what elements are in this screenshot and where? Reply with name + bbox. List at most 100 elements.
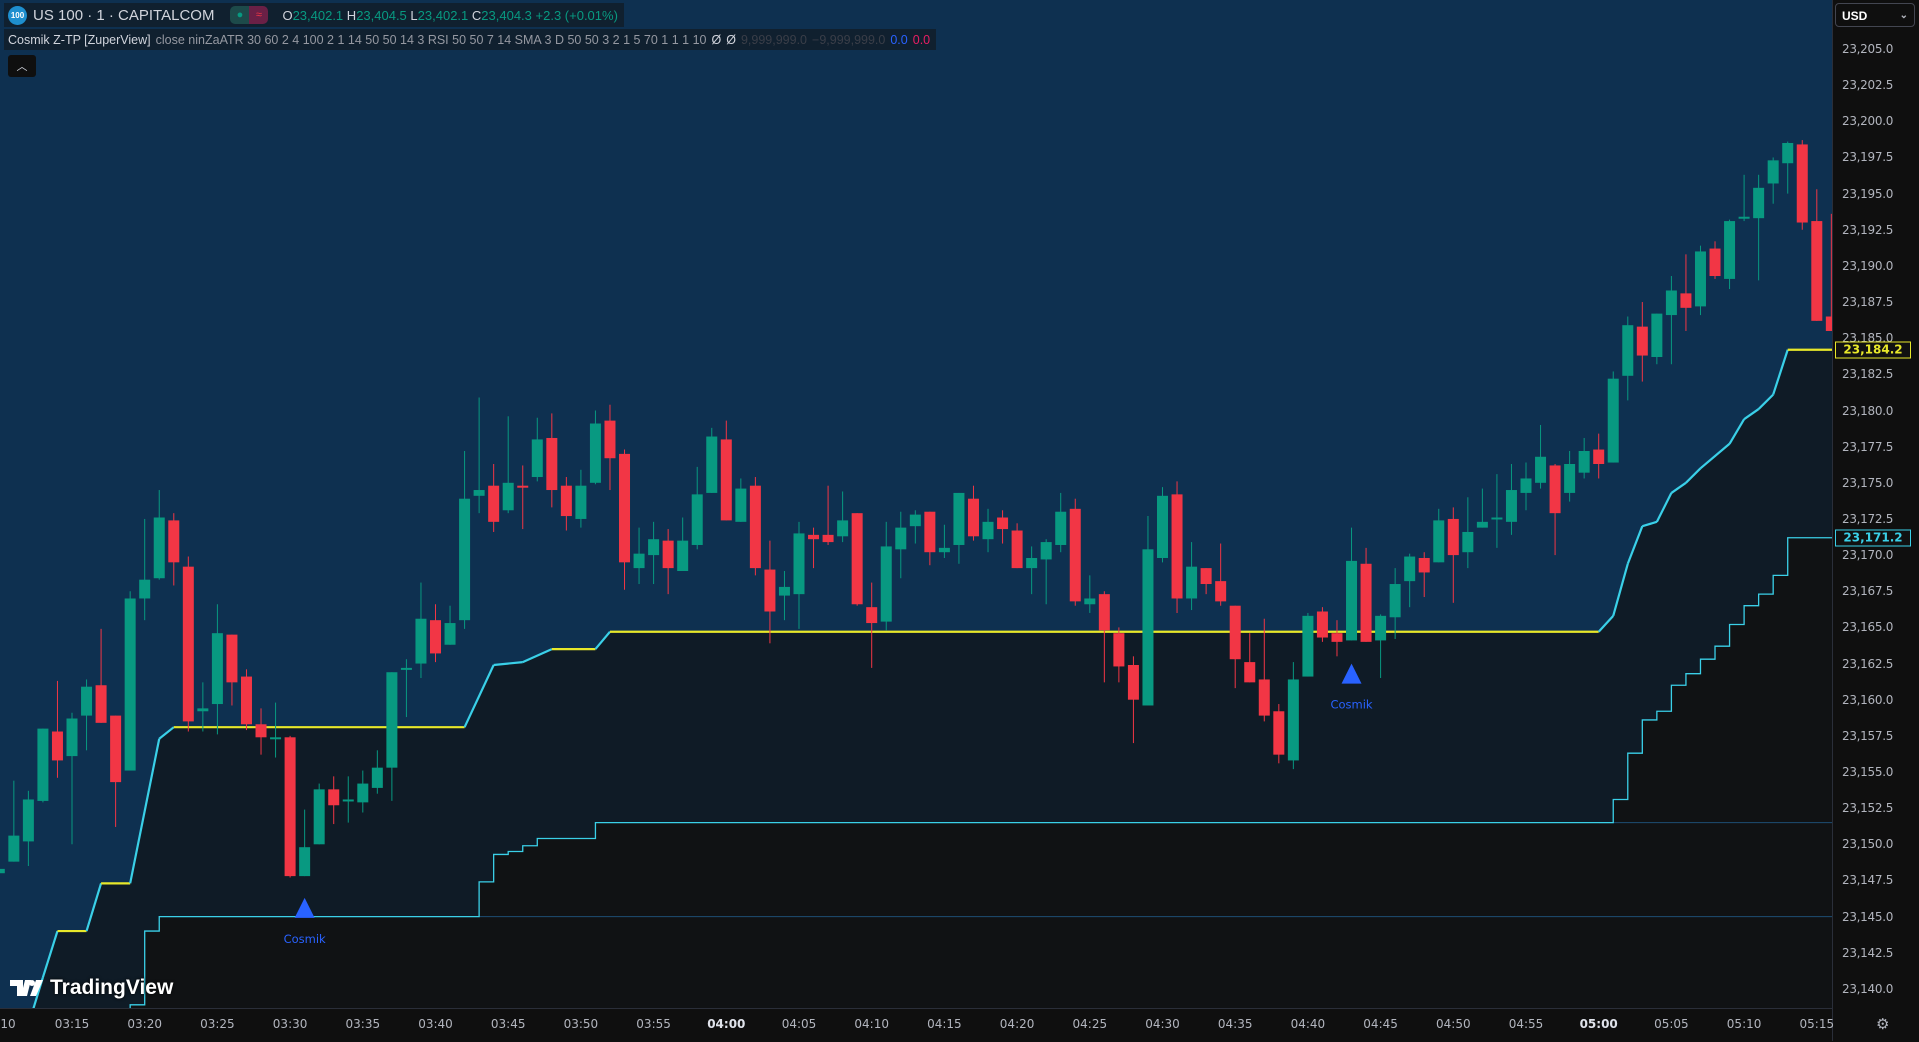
upper-trail-segment <box>1626 525 1644 565</box>
buy-signal-triangle-icon <box>294 897 315 918</box>
price-chart[interactable]: Cosmik Cosmik <box>0 0 1832 1008</box>
time-tick-label: 04:45 <box>1363 1017 1398 1031</box>
collapse-legend-button[interactable]: ︿ <box>8 55 36 77</box>
candle-body <box>1665 290 1677 316</box>
candle-body <box>168 520 180 563</box>
price-tick-label: 23,145.0 <box>1842 909 1894 924</box>
candle-body <box>270 737 282 740</box>
candle-body <box>575 485 587 519</box>
candle-body <box>749 485 761 569</box>
indicator-params: close ninZaATR 30 60 2 4 100 2 1 14 50 5… <box>155 32 707 47</box>
candle-body <box>299 847 311 877</box>
price-tick-label: 23,192.5 <box>1842 222 1894 237</box>
candle-body <box>1753 187 1765 219</box>
candle-body <box>357 783 369 803</box>
candle-body <box>328 789 340 806</box>
candle-body <box>1767 160 1779 184</box>
time-tick-label: 03:25 <box>200 1017 235 1031</box>
indicator-name[interactable]: Cosmik Z-TP [ZuperView] <box>8 32 151 47</box>
price-tick-label: 23,155.0 <box>1842 765 1894 779</box>
price-tick-label: 23,162.5 <box>1842 656 1894 671</box>
candle-body <box>837 520 849 537</box>
candle-body <box>1331 633 1343 642</box>
candle-body <box>1825 316 1832 331</box>
candle-body <box>1811 221 1823 321</box>
candle-body <box>808 534 820 540</box>
candle-body <box>1796 144 1808 223</box>
candle-body <box>1607 378 1619 463</box>
data-delay-wave-icon: ≈ <box>249 6 269 24</box>
symbol-legend[interactable]: 100 US 100 · 1 · CAPITALCOM ● ≈ O23,402.… <box>4 3 624 27</box>
time-axis[interactable]: 10 03:15 03:20 03:25 03:30 03:35 03:40 03:45 03:… <box>0 1008 1834 1042</box>
candle-body <box>1375 615 1387 641</box>
candle-body <box>459 498 471 621</box>
price-tick-label: 23,182.5 <box>1842 367 1894 382</box>
candle-body <box>895 527 907 550</box>
candle-body <box>531 439 543 478</box>
upper-trail-segment <box>493 661 523 667</box>
candle-body <box>735 488 747 522</box>
time-tick-label: 04:55 <box>1508 1017 1544 1031</box>
candle-body <box>110 715 122 783</box>
indicator-value-4: 0.0 <box>912 32 931 47</box>
candle-body <box>866 607 878 624</box>
candle-body <box>1520 478 1532 493</box>
time-tick-label: 03:15 <box>54 1017 90 1031</box>
upper-trail-segment <box>1612 563 1629 617</box>
symbol-title[interactable]: US 100 · 1 · CAPITALCOM <box>33 6 215 24</box>
time-tick-label: 03:35 <box>345 1017 381 1031</box>
candle-body <box>1389 584 1401 618</box>
time-tick-label: 03:55 <box>636 1017 671 1031</box>
upper-trail-segment <box>1685 467 1702 484</box>
indicator-value-1: 9,999,999.0 <box>740 32 808 47</box>
price-tick-label: 23,142.5 <box>1842 945 1894 960</box>
candle-body <box>473 490 485 496</box>
high-value: 23,404.5 <box>356 7 407 23</box>
candle-body <box>1157 495 1168 558</box>
candle-body <box>1186 566 1198 599</box>
chart-pane[interactable]: Cosmik Cosmik 100 US 100 · 1 · CAPITALCOM… <box>0 0 1832 1008</box>
time-tick-label: 04:00 <box>707 1017 746 1031</box>
price-tick-label: 23,175.0 <box>1842 475 1894 490</box>
candle-body <box>444 623 456 645</box>
buy-signal-triangle-icon <box>1341 663 1362 684</box>
candle-body <box>182 566 194 722</box>
price-tick-label: 23,187.5 <box>1842 295 1894 310</box>
price-tick-label: 23,205.0 <box>1842 42 1894 56</box>
candle-body <box>924 511 936 553</box>
candle-body <box>139 579 151 599</box>
candle-body <box>488 485 500 522</box>
indicator-value-2: −9,999,999.0 <box>812 32 886 47</box>
time-tick-label: 04:50 <box>1436 1017 1471 1031</box>
close-label: C <box>471 7 482 23</box>
candle-body <box>1782 142 1794 164</box>
candle-body <box>1622 325 1634 376</box>
time-tick-label: 04:10 <box>854 1017 889 1031</box>
price-tag: 23,184.2 <box>1835 341 1911 359</box>
price-tick-label: 23,202.5 <box>1842 78 1894 93</box>
close-value: 23,404.3 <box>481 7 532 23</box>
signal-label: Cosmik <box>284 932 326 946</box>
candle-body <box>342 799 354 802</box>
candle-body <box>284 737 296 877</box>
ohlc-values: O23,402.1 H23,404.5 L23,402.1 C23,404.3 … <box>282 8 617 23</box>
settings-gear-icon[interactable]: ⚙ <box>1876 1016 1890 1033</box>
candle-body <box>589 423 601 483</box>
symbol-logo: 100 <box>8 5 27 25</box>
upper-trail-segment <box>1699 442 1731 470</box>
price-axis[interactable]: USD ⌄ 23,205.0 23,202.5 23,200.0 23,197.5 23,… <box>1832 0 1919 1041</box>
time-tick-label: 05:00 <box>1579 1017 1618 1031</box>
candle-body <box>1404 556 1416 582</box>
status-pill[interactable]: ● ≈ <box>230 6 269 24</box>
candle-body <box>982 521 994 540</box>
candle-body <box>1026 557 1038 569</box>
upper-trail-segment <box>594 631 611 650</box>
candle-body <box>1215 581 1227 602</box>
indicator-legend[interactable]: Cosmik Z-TP [ZuperView] close ninZaATR 3… <box>4 29 937 50</box>
currency-select[interactable]: USD ⌄ <box>1835 3 1915 27</box>
candle-body <box>1287 679 1299 761</box>
chevron-up-icon: ︿ <box>16 61 28 73</box>
upper-trail-segment <box>1597 615 1615 633</box>
upper-trail-segment <box>463 664 495 728</box>
price-tick-label: 23,172.5 <box>1842 511 1894 526</box>
